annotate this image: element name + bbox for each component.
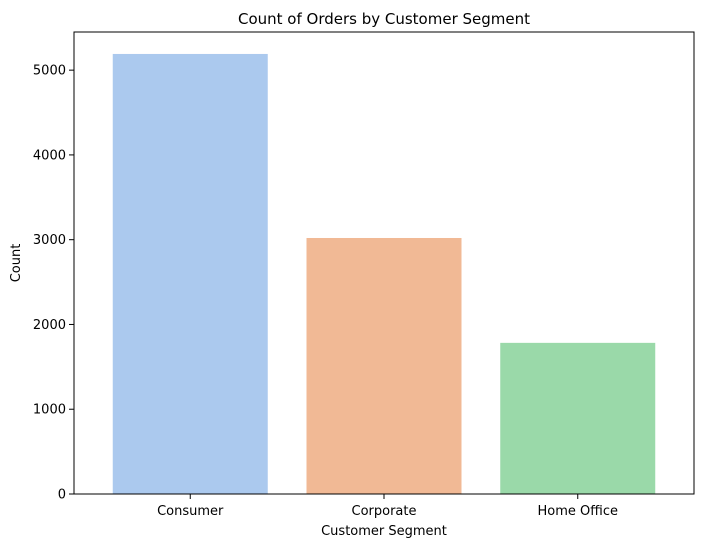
bar-corporate <box>306 237 462 494</box>
bars-group <box>112 53 656 494</box>
bar-consumer <box>112 53 268 494</box>
x-axis-label: Customer Segment <box>321 524 447 539</box>
y-tick-label: 0 <box>58 488 66 503</box>
y-tick-label: 1000 <box>33 403 66 418</box>
y-tick-label: 5000 <box>33 64 66 79</box>
y-tick-label: 2000 <box>33 318 66 333</box>
y-tick-label: 4000 <box>33 148 66 163</box>
x-tick-label: Home Office <box>538 504 618 519</box>
y-axis-label: Count <box>9 244 24 283</box>
y-tick-label: 3000 <box>33 233 66 248</box>
bar-home-office <box>500 342 656 494</box>
y-axis: 0 1000 2000 3000 4000 5000 <box>33 64 74 503</box>
chart-title: Count of Orders by Customer Segment <box>238 10 530 28</box>
x-tick-label: Consumer <box>157 504 224 519</box>
x-tick-label: Corporate <box>352 504 417 519</box>
x-axis: Consumer Corporate Home Office <box>157 494 618 519</box>
